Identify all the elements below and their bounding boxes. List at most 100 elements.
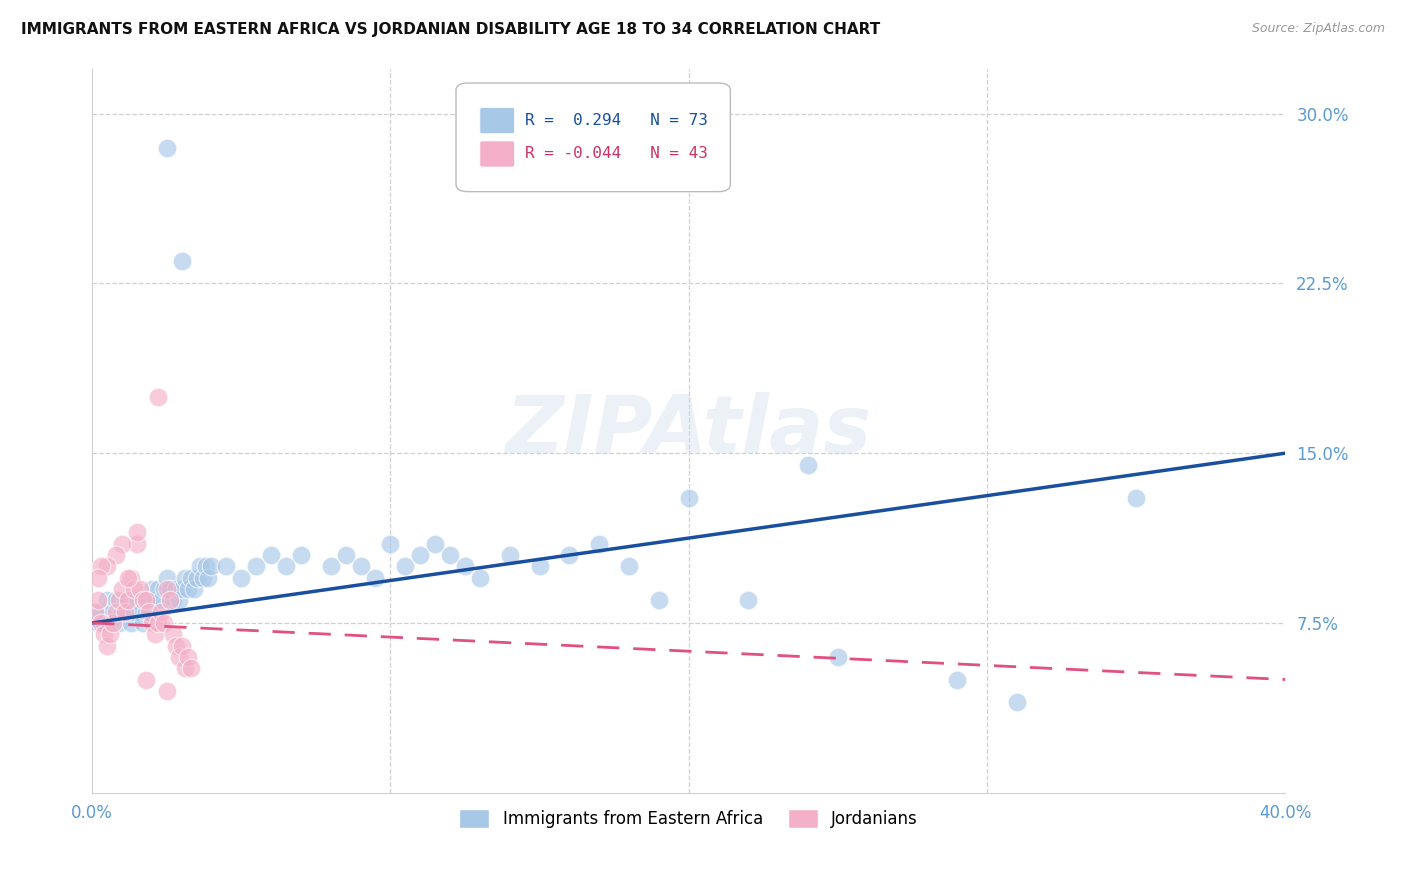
Point	[162, 593, 184, 607]
Point	[152, 615, 174, 630]
Point	[737, 593, 759, 607]
Text: R =  0.294   N = 73: R = 0.294 N = 73	[526, 113, 709, 128]
Point	[588, 537, 610, 551]
Point	[186, 571, 208, 585]
Point	[162, 627, 184, 641]
Point	[1005, 695, 1028, 709]
Point	[200, 559, 222, 574]
Text: ZIPAtlas: ZIPAtlas	[506, 392, 872, 469]
Point	[260, 548, 283, 562]
Point	[617, 559, 640, 574]
Point	[146, 615, 169, 630]
Point	[176, 582, 198, 596]
Point	[454, 559, 477, 574]
Point	[120, 571, 142, 585]
Point	[125, 537, 148, 551]
Point	[558, 548, 581, 562]
Point	[98, 615, 121, 630]
Point	[93, 627, 115, 641]
Point	[529, 559, 551, 574]
Point	[84, 605, 107, 619]
Point	[111, 582, 134, 596]
Point	[678, 491, 700, 506]
Point	[96, 593, 118, 607]
Point	[111, 605, 134, 619]
Legend: Immigrants from Eastern Africa, Jordanians: Immigrants from Eastern Africa, Jordania…	[453, 803, 925, 835]
Point	[117, 571, 139, 585]
Point	[114, 593, 136, 607]
Point	[167, 649, 190, 664]
Point	[194, 559, 217, 574]
Point	[394, 559, 416, 574]
Point	[149, 593, 172, 607]
Point	[180, 571, 202, 585]
Point	[176, 649, 198, 664]
Point	[101, 615, 124, 630]
Point	[167, 593, 190, 607]
Point	[149, 605, 172, 619]
Point	[141, 582, 163, 596]
Point	[98, 627, 121, 641]
Point	[84, 605, 107, 619]
Point	[423, 537, 446, 551]
Point	[468, 571, 491, 585]
Point	[90, 615, 112, 630]
Point	[156, 571, 179, 585]
Point	[499, 548, 522, 562]
Point	[120, 615, 142, 630]
Point	[143, 593, 166, 607]
Point	[105, 593, 128, 607]
Point	[117, 593, 139, 607]
Point	[173, 661, 195, 675]
Point	[439, 548, 461, 562]
Point	[274, 559, 297, 574]
Point	[122, 605, 145, 619]
Text: R = -0.044   N = 43: R = -0.044 N = 43	[526, 146, 709, 161]
Point	[188, 559, 211, 574]
Text: Source: ZipAtlas.com: Source: ZipAtlas.com	[1251, 22, 1385, 36]
FancyBboxPatch shape	[479, 108, 515, 134]
Point	[90, 559, 112, 574]
Point	[349, 559, 371, 574]
Point	[108, 593, 131, 607]
Point	[138, 593, 160, 607]
Point	[197, 571, 219, 585]
Point	[108, 615, 131, 630]
Point	[122, 582, 145, 596]
Point	[215, 559, 238, 574]
Point	[180, 661, 202, 675]
Point	[156, 683, 179, 698]
Point	[1125, 491, 1147, 506]
Point	[946, 673, 969, 687]
Point	[146, 582, 169, 596]
Point	[245, 559, 267, 574]
Point	[111, 537, 134, 551]
Point	[191, 571, 214, 585]
Point	[156, 141, 179, 155]
Point	[165, 639, 187, 653]
Point	[170, 582, 193, 596]
Point	[87, 571, 110, 585]
Point	[96, 639, 118, 653]
Point	[648, 593, 671, 607]
Point	[114, 605, 136, 619]
Point	[364, 571, 387, 585]
Point	[93, 615, 115, 630]
Point	[290, 548, 312, 562]
Point	[96, 559, 118, 574]
Point	[125, 593, 148, 607]
Point	[173, 571, 195, 585]
Point	[105, 548, 128, 562]
Point	[827, 649, 849, 664]
Point	[146, 390, 169, 404]
Point	[183, 582, 205, 596]
Point	[380, 537, 402, 551]
Point	[128, 605, 150, 619]
Point	[141, 615, 163, 630]
Point	[138, 605, 160, 619]
Point	[797, 458, 820, 472]
Point	[132, 615, 155, 630]
Point	[101, 605, 124, 619]
Point	[152, 582, 174, 596]
Text: IMMIGRANTS FROM EASTERN AFRICA VS JORDANIAN DISABILITY AGE 18 TO 34 CORRELATION : IMMIGRANTS FROM EASTERN AFRICA VS JORDAN…	[21, 22, 880, 37]
